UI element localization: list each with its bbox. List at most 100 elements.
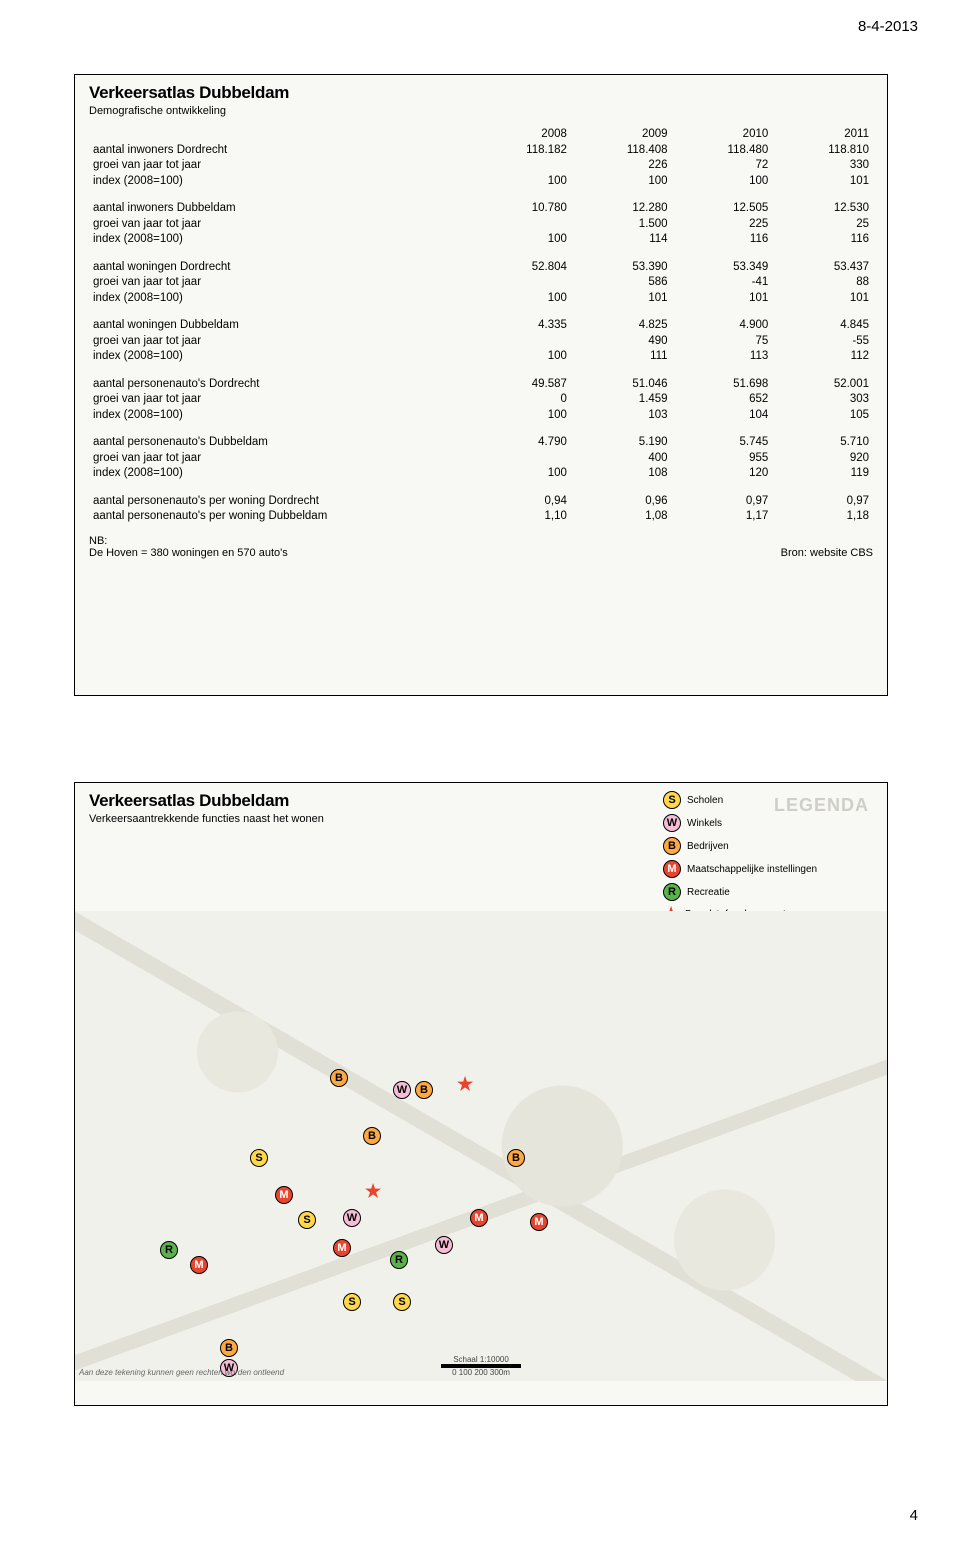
cell-value: 1,18: [772, 509, 873, 525]
cell-value: 100: [470, 174, 571, 190]
map-marker: ★: [457, 1076, 473, 1092]
cell-value: 52.001: [772, 377, 873, 393]
cell-value: 226: [571, 158, 672, 174]
map-marker: S: [250, 1149, 268, 1167]
cell-value: [470, 334, 571, 350]
cell-value: 101: [571, 291, 672, 307]
row-label: groei van jaar tot jaar: [89, 217, 470, 233]
cell-value: 100: [672, 174, 773, 190]
row-label: groei van jaar tot jaar: [89, 392, 470, 408]
map-marker: M: [333, 1239, 351, 1257]
cell-value: 75: [672, 334, 773, 350]
cell-value: [470, 451, 571, 467]
legend-label: Scholen: [687, 795, 723, 806]
legend-label: Maatschappelijke instellingen: [687, 864, 817, 875]
cell-value: 12.280: [571, 201, 672, 217]
row-label: aantal woningen Dordrecht: [89, 260, 470, 276]
cell-value: 920: [772, 451, 873, 467]
row-label: aantal woningen Dubbeldam: [89, 318, 470, 334]
legend-marker-icon: S: [663, 791, 681, 809]
cell-value: 5.745: [672, 435, 773, 451]
cell-value: 400: [571, 451, 672, 467]
map-marker: B: [220, 1339, 238, 1357]
map-marker: W: [393, 1081, 411, 1099]
year-header: 2008: [470, 127, 571, 143]
cell-value: 112: [772, 349, 873, 365]
cell-value: 111: [571, 349, 672, 365]
year-header: 2011: [772, 127, 873, 143]
cell-value: 225: [672, 217, 773, 233]
cell-value: 12.505: [672, 201, 773, 217]
cell-value: 1,10: [470, 509, 571, 525]
cell-value: 4.845: [772, 318, 873, 334]
legend-title: LEGENDA: [774, 795, 869, 816]
map-marker: M: [530, 1213, 548, 1231]
row-label: index (2008=100): [89, 291, 470, 307]
scale-text: Schaal 1:10000: [441, 1355, 521, 1364]
cell-value: 330: [772, 158, 873, 174]
cell-value: 1,08: [571, 509, 672, 525]
row-label: index (2008=100): [89, 466, 470, 482]
row-label: groei van jaar tot jaar: [89, 275, 470, 291]
cell-value: -41: [672, 275, 773, 291]
map-marker: B: [330, 1069, 348, 1087]
cell-value: 51.046: [571, 377, 672, 393]
cell-value: 53.349: [672, 260, 773, 276]
map-marker: W: [343, 1209, 361, 1227]
cell-value: 1,17: [672, 509, 773, 525]
cell-value: 113: [672, 349, 773, 365]
panel2-title: Verkeersatlas Dubbeldam: [89, 791, 324, 811]
map-marker: M: [470, 1209, 488, 1227]
cell-value: 100: [571, 174, 672, 190]
cell-value: 100: [470, 291, 571, 307]
cell-value: 101: [772, 174, 873, 190]
cell-value: 53.390: [571, 260, 672, 276]
legend-marker-icon: M: [663, 860, 681, 878]
legend-row: B Bedrijven: [663, 837, 873, 855]
cell-value: 118.810: [772, 143, 873, 159]
cell-value: 53.437: [772, 260, 873, 276]
cell-value: 88: [772, 275, 873, 291]
map-area: BWB★BSMB★SWMMRMMRWSSBWR Aan deze tekenin…: [75, 911, 887, 1381]
scale-units: 0 100 200 300m: [441, 1368, 521, 1377]
legend-marker-icon: B: [663, 837, 681, 855]
cell-value: 118.408: [571, 143, 672, 159]
cell-value: 100: [470, 466, 571, 482]
cell-value: 118.182: [470, 143, 571, 159]
cell-value: 0,94: [470, 494, 571, 510]
row-label: index (2008=100): [89, 232, 470, 248]
map-marker: S: [298, 1211, 316, 1229]
cell-value: 5.190: [571, 435, 672, 451]
cell-value: 100: [470, 232, 571, 248]
row-label: index (2008=100): [89, 408, 470, 424]
legend-row: WWinkels: [663, 814, 873, 832]
panel1-title: Verkeersatlas Dubbeldam: [89, 83, 873, 103]
cell-value: 119: [772, 466, 873, 482]
cell-value: 105: [772, 408, 873, 424]
cell-value: 116: [672, 232, 773, 248]
legend-marker-icon: W: [663, 814, 681, 832]
cell-value: 49.587: [470, 377, 571, 393]
cell-value: 4.790: [470, 435, 571, 451]
cell-value: 4.825: [571, 318, 672, 334]
cell-value: 100: [470, 408, 571, 424]
cell-value: 25: [772, 217, 873, 233]
row-label: aantal inwoners Dubbeldam: [89, 201, 470, 217]
year-header: 2010: [672, 127, 773, 143]
map-marker: S: [343, 1293, 361, 1311]
cell-value: -55: [772, 334, 873, 350]
legend-label: Bedrijven: [687, 841, 729, 852]
row-label: aantal inwoners Dordrecht: [89, 143, 470, 159]
map-marker: B: [507, 1149, 525, 1167]
row-label: aantal personenauto's Dubbeldam: [89, 435, 470, 451]
cell-value: 100: [470, 349, 571, 365]
cell-value: [470, 275, 571, 291]
cell-value: 52.804: [470, 260, 571, 276]
map-scale: Schaal 1:10000 0 100 200 300m: [441, 1355, 521, 1377]
cell-value: 12.530: [772, 201, 873, 217]
panel-demographics: Verkeersatlas Dubbeldam Demografische on…: [74, 74, 888, 696]
map-marker: R: [160, 1241, 178, 1259]
map-marker: R: [390, 1251, 408, 1269]
cell-value: 118.480: [672, 143, 773, 159]
cell-value: 101: [772, 291, 873, 307]
